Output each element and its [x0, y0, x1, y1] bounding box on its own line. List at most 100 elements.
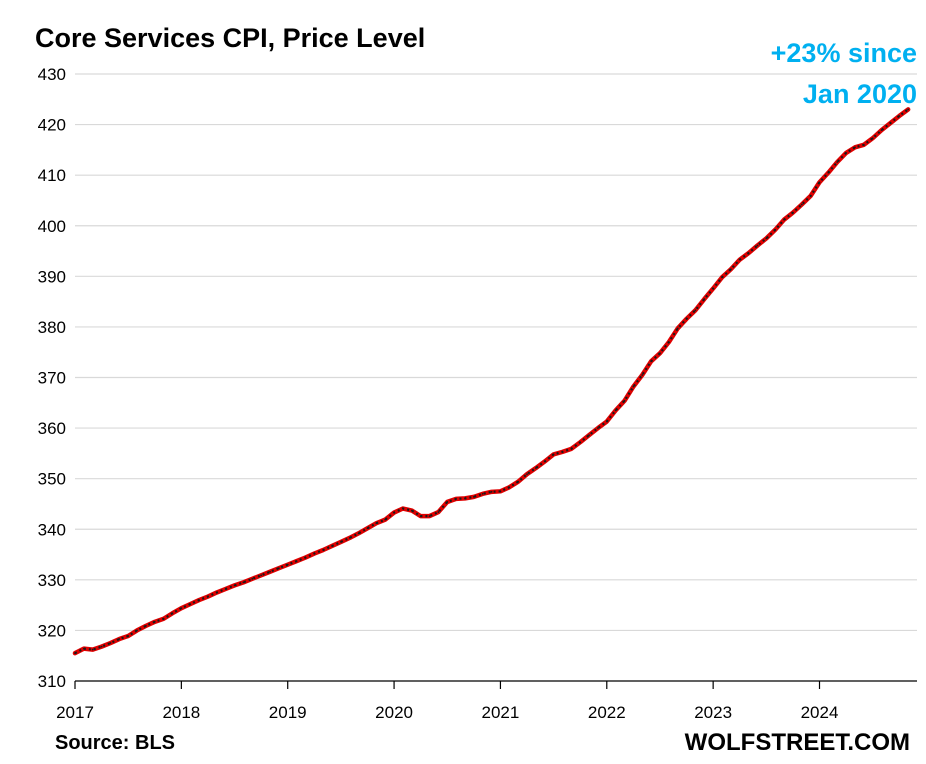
x-tick-label: 2019: [269, 703, 307, 722]
data-point: [809, 195, 812, 197]
data-point: [339, 541, 342, 543]
data-point: [889, 122, 892, 124]
data-point: [561, 450, 564, 453]
annotation-line-2: Jan 2020: [803, 79, 917, 109]
data-point: [898, 115, 901, 117]
data-point: [446, 501, 449, 503]
data-point: [82, 647, 85, 650]
x-tick-label: 2018: [162, 703, 200, 722]
data-point: [880, 129, 883, 132]
source-label: Source: BLS: [55, 732, 175, 754]
y-tick-label: 350: [38, 470, 66, 489]
data-point: [331, 545, 333, 547]
data-point: [109, 642, 112, 644]
data-point: [685, 317, 688, 320]
data-point: [579, 441, 582, 444]
data-point: [304, 556, 307, 559]
data-point: [552, 453, 555, 456]
data-point: [224, 588, 227, 590]
data-point: [738, 258, 741, 261]
data-point: [286, 563, 289, 566]
x-tick-label: 2017: [56, 703, 94, 722]
x-tick-label: 2020: [375, 703, 413, 722]
data-point: [366, 527, 369, 530]
data-point: [721, 276, 723, 279]
data-point: [295, 560, 298, 563]
data-point: [570, 447, 573, 450]
data-point: [508, 486, 511, 489]
x-tick-label: 2023: [694, 703, 732, 722]
data-point: [632, 385, 635, 388]
chart-title: Core Services CPI, Price Level: [35, 23, 425, 53]
data-point: [623, 399, 626, 402]
data-point: [233, 584, 236, 587]
data-point: [712, 287, 715, 290]
data-point: [907, 108, 910, 111]
data-point: [641, 374, 644, 376]
series-line-dots: [74, 108, 909, 655]
data-point: [845, 152, 847, 154]
data-point: [526, 473, 528, 476]
data-point: [756, 244, 759, 247]
x-tick-label: 2024: [801, 703, 839, 722]
data-point: [517, 480, 520, 483]
data-point: [862, 143, 865, 146]
data-point: [171, 612, 174, 615]
data-point: [277, 567, 280, 570]
y-tick-label: 330: [38, 571, 66, 590]
gridlines: [75, 73, 917, 632]
data-point: [260, 574, 263, 577]
data-point: [313, 552, 316, 555]
data-point: [198, 599, 200, 601]
data-point: [605, 420, 608, 423]
data-point: [348, 536, 351, 539]
annotation-line-1: +23% since: [771, 38, 917, 68]
data-point: [180, 607, 183, 610]
data-point: [419, 515, 422, 517]
data-point: [428, 515, 431, 517]
data-point: [694, 309, 697, 312]
series-line: [72, 107, 911, 656]
data-point: [827, 171, 830, 174]
data-point: [650, 360, 653, 363]
data-point: [818, 181, 821, 184]
data-point: [384, 518, 387, 521]
data-point: [871, 137, 874, 140]
data-point: [667, 341, 670, 343]
data-point: [783, 218, 785, 221]
data-point: [393, 511, 395, 514]
data-point: [490, 490, 493, 493]
y-tick-label: 400: [38, 217, 66, 236]
brand-watermark: WOLFSTREET.COM: [685, 729, 910, 756]
data-point: [145, 624, 147, 627]
x-tick-label: 2022: [588, 703, 626, 722]
data-point: [747, 252, 750, 254]
axes: [74, 680, 917, 689]
data-point: [215, 591, 218, 594]
data-point: [472, 495, 475, 498]
data-point: [765, 237, 768, 240]
data-point: [455, 498, 458, 500]
data-point: [118, 638, 121, 640]
data-point: [357, 532, 360, 535]
data-point: [100, 645, 103, 648]
data-point: [854, 146, 856, 149]
data-point: [543, 460, 546, 463]
data-point: [792, 211, 794, 214]
data-point: [836, 161, 839, 163]
data-point: [481, 492, 484, 495]
data-point: [614, 409, 617, 412]
tick-labels: 310 320 330 340 350 360 370 380 390 400 410 420 430 2…: [38, 65, 839, 722]
y-tick-label: 320: [38, 621, 66, 640]
x-tick-label: 2021: [482, 703, 520, 722]
data-point: [676, 327, 679, 330]
y-tick-label: 410: [38, 166, 66, 185]
data-point: [322, 549, 325, 551]
y-tick-label: 360: [38, 419, 66, 438]
data-point: [597, 427, 599, 429]
data-point: [375, 522, 378, 525]
data-point: [729, 268, 732, 271]
data-point: [499, 490, 502, 493]
